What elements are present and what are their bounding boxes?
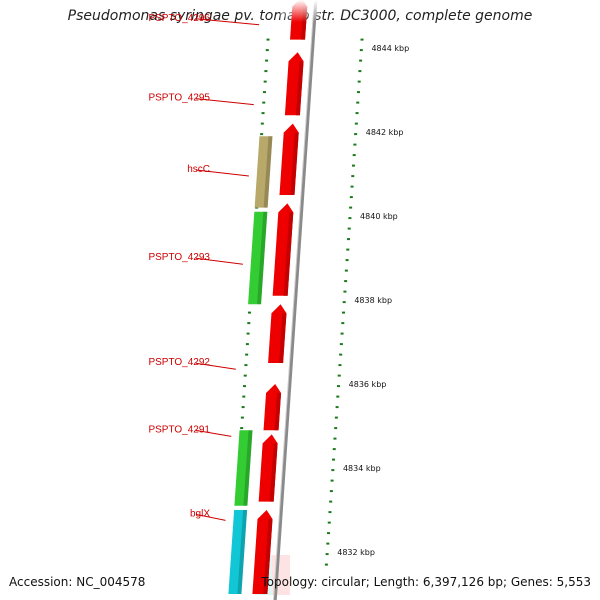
- label-leader: [195, 429, 232, 437]
- label-leader: [195, 98, 254, 106]
- reverse-gene: [228, 510, 248, 594]
- ruler-label: 4842 kbp: [366, 128, 404, 137]
- forward-gene-shade: [263, 519, 273, 594]
- forward-strand-track: [252, 0, 320, 594]
- forward-gene-shade: [283, 212, 294, 296]
- reverse-strand-track: [228, 136, 273, 594]
- reverse-gene-shade: [257, 211, 268, 305]
- gene-label: PSPTO_4296: [148, 13, 210, 24]
- forward-gene-shade: [290, 132, 299, 195]
- reverse-gene-shade: [243, 430, 253, 506]
- ruler-labels: 4844 kbp 4842 kbp 4840 kbp 4838 kbp 4836 kbp…: [337, 44, 409, 557]
- gene-label: PSPTO_4295: [148, 93, 210, 104]
- ruler-label: 4844 kbp: [371, 44, 409, 53]
- label-leader: [195, 513, 226, 521]
- label-leader: [195, 18, 260, 26]
- forward-gene-shade: [295, 61, 304, 116]
- label-leader: [195, 169, 249, 177]
- forward-gene-shade: [269, 443, 278, 502]
- backbone-highlight: [273, 0, 315, 600]
- ruler-label: 4838 kbp: [354, 296, 392, 305]
- forward-gene-shade: [274, 393, 282, 431]
- ruler-label: 4834 kbp: [343, 464, 381, 473]
- reverse-gene-shade: [263, 136, 273, 208]
- ruler-label: 4832 kbp: [337, 548, 375, 557]
- gene-label: PSPTO_4292: [148, 357, 210, 368]
- backbone-line: [273, 0, 318, 600]
- gene-label: bglX: [190, 508, 210, 519]
- topology-summary: Topology: circular; Length: 6,397,126 bp…: [261, 575, 591, 589]
- accession-text: Accession: NC_004578: [9, 575, 146, 589]
- genome-backbone: [273, 0, 318, 600]
- reverse-gene-shade: [237, 510, 248, 594]
- reverse-gene: [248, 211, 268, 305]
- ruler-label: 4836 kbp: [349, 380, 387, 389]
- gene-label: hscC: [187, 164, 210, 175]
- top-fade: [280, 0, 320, 22]
- forward-gene-shade: [279, 313, 287, 363]
- gene-label-group: PSPTO_4296 PSPTO_4295 hscC PSPTO_4293 PSPTO_…: [148, 13, 260, 521]
- reverse-gene: [254, 136, 273, 208]
- gene-label: PSPTO_4291: [148, 424, 210, 435]
- gene-label: PSPTO_4293: [148, 252, 210, 263]
- label-leader: [195, 257, 243, 265]
- reverse-gene: [234, 430, 253, 506]
- ruler-label: 4840 kbp: [360, 212, 398, 221]
- label-leader: [195, 362, 236, 370]
